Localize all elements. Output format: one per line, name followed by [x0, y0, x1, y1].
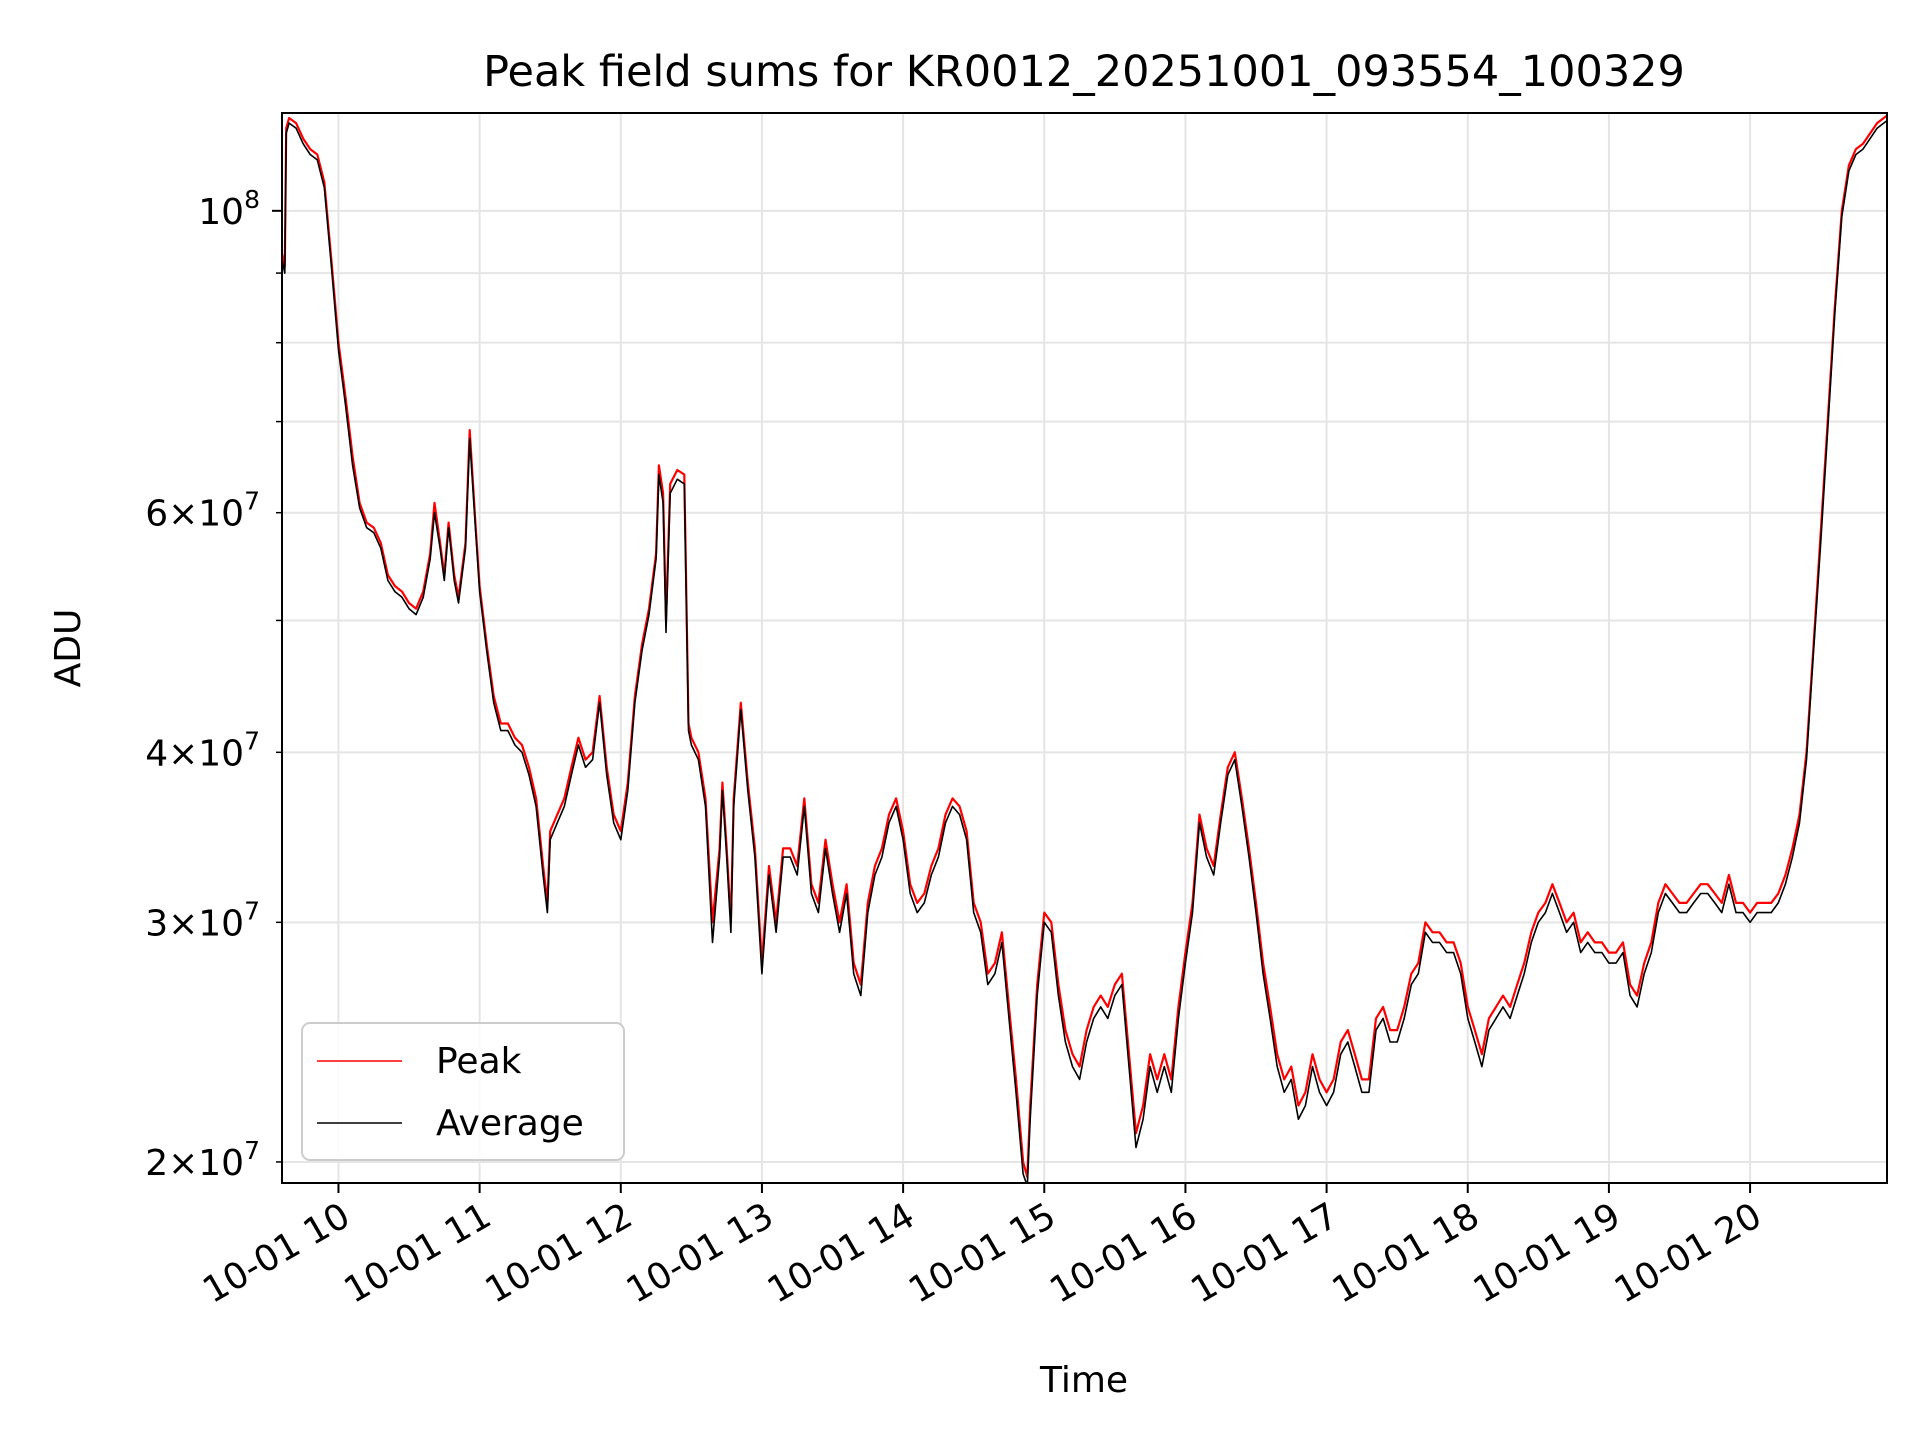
- chart-title: Peak field sums for KR0012_20251001_0935…: [483, 47, 1685, 97]
- series-line-average: [282, 119, 1887, 1183]
- series-lines: [282, 114, 1887, 1183]
- legend-peak-label: Peak: [436, 1041, 522, 1082]
- y-tick-label: 3×107: [145, 896, 260, 944]
- y-tick-label: 108: [198, 185, 260, 233]
- legend: Peak Average: [301, 1022, 625, 1161]
- y-axis: 108 2×107 3×107 4×107 6×107: [145, 185, 282, 1184]
- plot-frame: [281, 112, 1888, 1184]
- y-tick-label: 2×107: [145, 1136, 260, 1184]
- y-axis-label: ADU: [48, 609, 89, 688]
- legend-box: [301, 1022, 625, 1161]
- legend-average-label: Average: [436, 1103, 584, 1144]
- y-tick-label: 6×107: [145, 487, 260, 535]
- x-axis-label: Time: [1039, 1360, 1128, 1401]
- y-tick-label: 4×107: [145, 726, 260, 774]
- series-line-peak: [282, 114, 1887, 1178]
- grid: [282, 113, 1887, 1183]
